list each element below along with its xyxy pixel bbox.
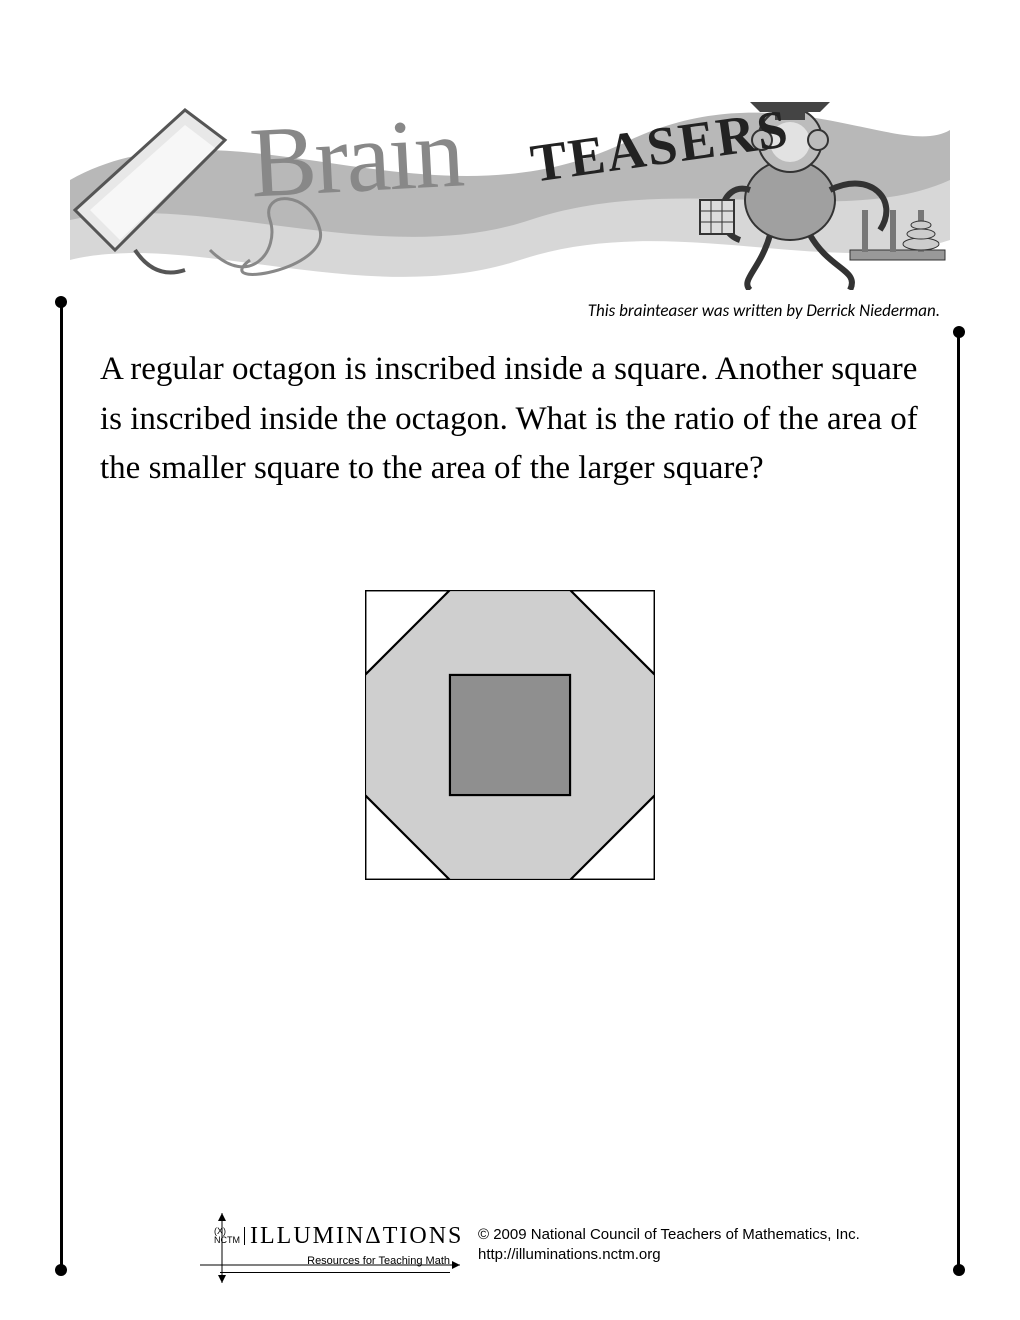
- frame-dot: [55, 296, 67, 308]
- banner: Brain TEASERS: [70, 60, 950, 290]
- frame-rule-right: [957, 330, 960, 1270]
- frame-rule-left: [60, 300, 63, 1270]
- frame-dot: [55, 1264, 67, 1276]
- geometry-figure: [365, 590, 655, 880]
- logo-axes-icon: [200, 1213, 470, 1283]
- frame-dot: [953, 1264, 965, 1276]
- byline-text: This brainteaser was written by Derrick …: [588, 300, 940, 321]
- page: Brain TEASERS This brainteaser was writt…: [0, 0, 1020, 1320]
- copyright-url: http://illuminations.nctm.org: [478, 1245, 860, 1265]
- copyright-line: © 2009 National Council of Teachers of M…: [478, 1225, 860, 1245]
- footer: (X)NCTM ILLUMINΔTIONS Resources for Teac…: [220, 1210, 950, 1280]
- copyright-block: © 2009 National Council of Teachers of M…: [478, 1225, 860, 1266]
- frame-dot: [953, 326, 965, 338]
- illuminations-logo: (X)NCTM ILLUMINΔTIONS Resources for Teac…: [220, 1217, 450, 1273]
- question-text: A regular octagon is inscribed inside a …: [100, 345, 920, 494]
- banner-swirl-art: [70, 60, 950, 290]
- banner-word-brain: Brain: [247, 95, 465, 221]
